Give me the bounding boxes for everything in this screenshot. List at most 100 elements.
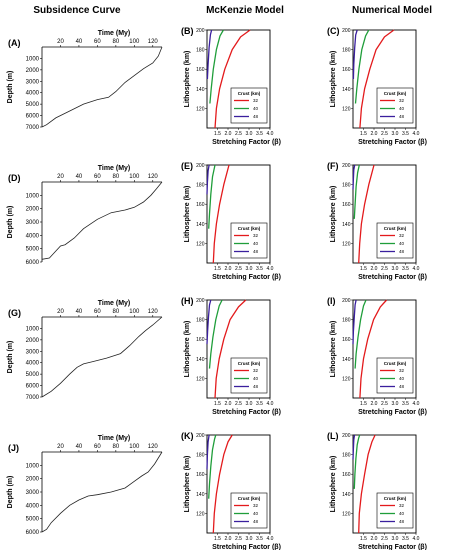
panel-letter: (A)	[8, 38, 21, 48]
x-tick-label: 2.5	[381, 266, 388, 272]
y-axis-label: Lithosphere (km)	[184, 456, 191, 513]
x-tick-label: 3.5	[256, 401, 263, 407]
x-tick-label: 3.5	[256, 536, 263, 542]
series-line-crust-48	[206, 434, 210, 470]
x-tick-label: 3.0	[392, 536, 399, 542]
x-axis-label: Time (My)	[98, 165, 131, 172]
x-tick-label: 2.5	[381, 401, 388, 407]
legend-title: Crust (km)	[384, 91, 407, 96]
y-axis-label: Lithosphere (km)	[184, 51, 191, 108]
y-axis-label: Lithosphere (km)	[330, 321, 337, 378]
panel-letter: (I)	[327, 296, 336, 306]
x-tick-label: 3.0	[246, 266, 253, 272]
legend-label-48: 48	[253, 519, 259, 524]
x-tick-label: 2.0	[371, 266, 378, 272]
y-tick-label: 160	[342, 472, 351, 478]
x-tick-label: 2.5	[235, 401, 242, 407]
y-tick-label: 180	[196, 318, 205, 324]
panel-f: (F) 1.5 2.0 2.5 3.0 3.5 4.0 120 140 160 180 200 Stre…	[327, 161, 427, 281]
y-tick-label: 1000	[26, 463, 40, 469]
panel-letter: (J)	[8, 443, 19, 453]
x-tick-label: 120	[148, 309, 159, 315]
column-title-mckenzie: McKenzie Model	[206, 5, 284, 16]
y-tick-label: 180	[196, 183, 205, 189]
y-tick-label: 200	[342, 163, 351, 169]
series-line-crust-32	[212, 164, 230, 264]
series-line-crust-48	[206, 299, 212, 345]
panel-letter: (H)	[181, 296, 194, 306]
series-line-crust-32	[359, 29, 395, 129]
y-tick-label: 1000	[26, 193, 40, 199]
y-tick-label: 4000	[26, 503, 40, 509]
y-tick-label: 5000	[26, 102, 40, 108]
y-axis-label: Depth (m)	[7, 476, 14, 509]
x-tick-label: 4.0	[413, 401, 420, 407]
x-tick-label: 3.5	[402, 131, 409, 137]
series-line-crust-40	[208, 434, 217, 499]
x-tick-label: 2.0	[225, 131, 232, 137]
legend-title: Crust (km)	[238, 226, 261, 231]
y-tick-label: 180	[342, 318, 351, 324]
series-line-crust-40	[354, 29, 370, 104]
legend-label-32: 32	[253, 233, 259, 238]
x-tick-label: 4.0	[413, 536, 420, 542]
y-tick-label: 7000	[26, 395, 40, 401]
x-tick-label: 1.5	[360, 536, 367, 542]
x-tick-label: 4.0	[413, 266, 420, 272]
y-tick-label: 140	[196, 87, 205, 93]
y-tick-label: 2000	[26, 68, 40, 74]
x-tick-label: 120	[148, 444, 159, 450]
x-tick-label: 40	[76, 39, 83, 45]
y-tick-label: 6000	[26, 260, 40, 266]
legend-label-40: 40	[253, 511, 259, 516]
panel-letter: (D)	[8, 173, 21, 183]
legend-label-40: 40	[399, 511, 405, 516]
y-tick-label: 140	[196, 492, 205, 498]
panel-i: (I) 1.5 2.0 2.5 3.0 3.5 4.0 120 140 160 180 200 Stre…	[327, 296, 427, 416]
panel-e: (E) 1.5 2.0 2.5 3.0 3.5 4.0 120 140 160 180 200 Stre…	[181, 161, 281, 281]
legend-label-48: 48	[253, 249, 259, 254]
x-tick-label: 2.0	[371, 131, 378, 137]
x-tick-label: 1.5	[360, 401, 367, 407]
y-tick-label: 140	[342, 492, 351, 498]
series-line-crust-32	[214, 299, 247, 399]
x-axis-label: Time (My)	[98, 30, 131, 37]
y-axis-label: Lithosphere (km)	[330, 186, 337, 243]
y-tick-label: 6000	[26, 530, 40, 536]
series-line-crust-48	[352, 434, 356, 460]
legend-label-48: 48	[399, 519, 405, 524]
y-tick-label: 200	[342, 28, 351, 34]
x-axis-label: Stretching Factor (β)	[212, 274, 281, 281]
subsidence-line	[41, 451, 163, 533]
x-tick-label: 4.0	[267, 266, 274, 272]
legend-box	[230, 492, 268, 529]
x-tick-label: 1.5	[360, 266, 367, 272]
series-line-crust-32	[359, 299, 388, 399]
panel-letter: (B)	[181, 26, 194, 36]
panel-letter: (G)	[8, 308, 21, 318]
y-tick-label: 2000	[26, 338, 40, 344]
x-tick-label: 3.0	[392, 401, 399, 407]
x-tick-label: 40	[76, 444, 83, 450]
y-tick-label: 2000	[26, 477, 40, 483]
x-axis-label: Stretching Factor (β)	[358, 409, 427, 416]
y-tick-label: 4000	[26, 361, 40, 367]
x-tick-label: 20	[57, 39, 64, 45]
legend-label-40: 40	[399, 241, 405, 246]
y-tick-label: 120	[342, 511, 351, 517]
y-tick-label: 160	[196, 67, 205, 73]
series-line-crust-40	[353, 164, 360, 219]
y-tick-label: 160	[342, 337, 351, 343]
y-tick-label: 180	[342, 453, 351, 459]
y-tick-label: 3000	[26, 79, 40, 85]
y-tick-label: 120	[196, 376, 205, 382]
legend-label-32: 32	[399, 368, 405, 373]
x-tick-label: 2.5	[381, 536, 388, 542]
x-tick-label: 2.0	[225, 266, 232, 272]
panel-h: (H) 1.5 2.0 2.5 3.0 3.5 4.0 120 140 160 180 200 Stre…	[181, 296, 281, 416]
y-tick-label: 4000	[26, 233, 40, 239]
legend-label-40: 40	[253, 106, 259, 111]
panel-letter: (C)	[327, 26, 340, 36]
y-tick-label: 180	[342, 183, 351, 189]
y-tick-label: 200	[342, 298, 351, 304]
